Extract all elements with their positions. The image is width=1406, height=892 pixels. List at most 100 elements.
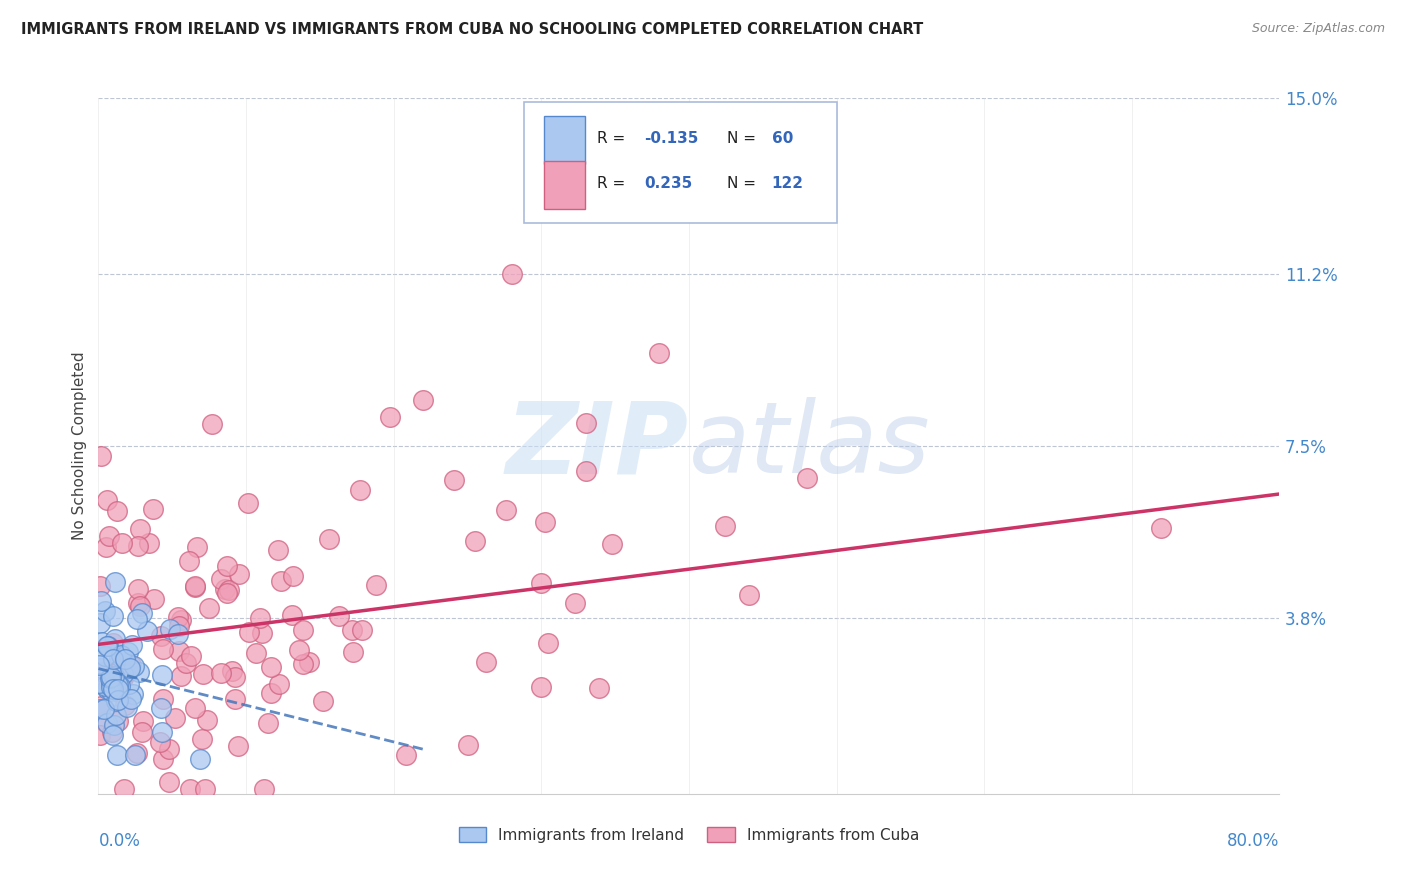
Point <box>328 608 350 623</box>
Point <box>107 714 129 728</box>
Point <box>209 572 232 586</box>
Point <box>138 536 160 550</box>
Point <box>188 751 211 765</box>
Legend: Immigrants from Ireland, Immigrants from Cuba: Immigrants from Ireland, Immigrants from… <box>453 821 925 849</box>
Point <box>107 681 129 696</box>
Point <box>412 392 434 407</box>
Point <box>124 747 146 762</box>
Text: -0.135: -0.135 <box>644 131 699 146</box>
Point <box>269 676 291 690</box>
Point <box>101 609 124 624</box>
Point <box>198 600 221 615</box>
Point <box>89 702 111 716</box>
Point <box>152 692 174 706</box>
Point <box>90 661 112 675</box>
Text: N =: N = <box>727 131 761 146</box>
Point <box>738 588 761 602</box>
Point <box>366 578 388 592</box>
Point <box>575 416 598 430</box>
Point <box>104 632 127 646</box>
Point <box>159 622 181 636</box>
Point <box>588 681 610 695</box>
Point <box>443 473 465 487</box>
Point <box>170 669 193 683</box>
Point <box>228 567 250 582</box>
Point <box>228 739 250 753</box>
Point <box>89 658 111 673</box>
Point <box>120 692 142 706</box>
Point <box>191 667 214 681</box>
Point <box>194 782 217 797</box>
Point <box>169 613 191 627</box>
Text: IMMIGRANTS FROM IRELAND VS IMMIGRANTS FROM CUBA NO SCHOOLING COMPLETED CORRELATI: IMMIGRANTS FROM IRELAND VS IMMIGRANTS FR… <box>21 22 924 37</box>
Point <box>90 699 112 714</box>
Point <box>530 576 553 591</box>
Text: N =: N = <box>727 176 761 191</box>
Point <box>111 666 134 681</box>
Point <box>93 648 115 663</box>
Point <box>167 610 190 624</box>
Point <box>127 612 149 626</box>
FancyBboxPatch shape <box>523 102 837 223</box>
Point <box>217 585 239 599</box>
Point <box>100 670 122 684</box>
Point <box>267 543 290 558</box>
Point <box>209 665 232 680</box>
Point <box>291 657 314 671</box>
Point <box>152 641 174 656</box>
Point <box>101 652 124 666</box>
Point <box>602 537 624 551</box>
Point <box>124 658 146 673</box>
Point <box>111 671 134 685</box>
Point <box>167 644 190 658</box>
Point <box>107 693 129 707</box>
Point <box>179 554 201 568</box>
Point <box>245 646 267 660</box>
Point <box>342 645 364 659</box>
Point <box>215 559 238 574</box>
Point <box>236 496 259 510</box>
Point <box>89 676 111 690</box>
Point <box>281 569 304 583</box>
Point <box>142 501 165 516</box>
Point <box>91 665 114 680</box>
Point <box>121 687 143 701</box>
Point <box>101 682 124 697</box>
Point <box>97 529 120 543</box>
Text: ZIP: ZIP <box>506 398 689 494</box>
Point <box>281 607 304 622</box>
Point <box>157 775 180 789</box>
Point <box>96 681 118 696</box>
Point <box>103 674 125 689</box>
Point <box>103 717 125 731</box>
Point <box>186 540 208 554</box>
Point <box>179 782 201 797</box>
Point <box>150 629 173 643</box>
Text: atlas: atlas <box>689 398 931 494</box>
Point <box>131 725 153 739</box>
Point <box>91 635 114 649</box>
Point <box>108 685 131 699</box>
Point <box>89 579 111 593</box>
Point <box>89 615 111 630</box>
Point <box>534 515 557 529</box>
Point <box>107 678 129 692</box>
Point <box>108 649 131 664</box>
Point <box>105 504 128 518</box>
Point <box>352 623 374 637</box>
Point <box>150 701 173 715</box>
Point <box>90 449 112 463</box>
Point <box>537 635 560 649</box>
Point <box>648 346 671 360</box>
Point <box>93 701 115 715</box>
Point <box>501 268 523 282</box>
Point <box>131 714 153 728</box>
Point <box>114 667 136 681</box>
Point <box>218 582 240 597</box>
Point <box>714 519 737 533</box>
Point <box>270 574 292 589</box>
Point <box>105 673 128 688</box>
Point <box>103 669 125 683</box>
Point <box>97 640 120 654</box>
Point <box>111 536 134 550</box>
